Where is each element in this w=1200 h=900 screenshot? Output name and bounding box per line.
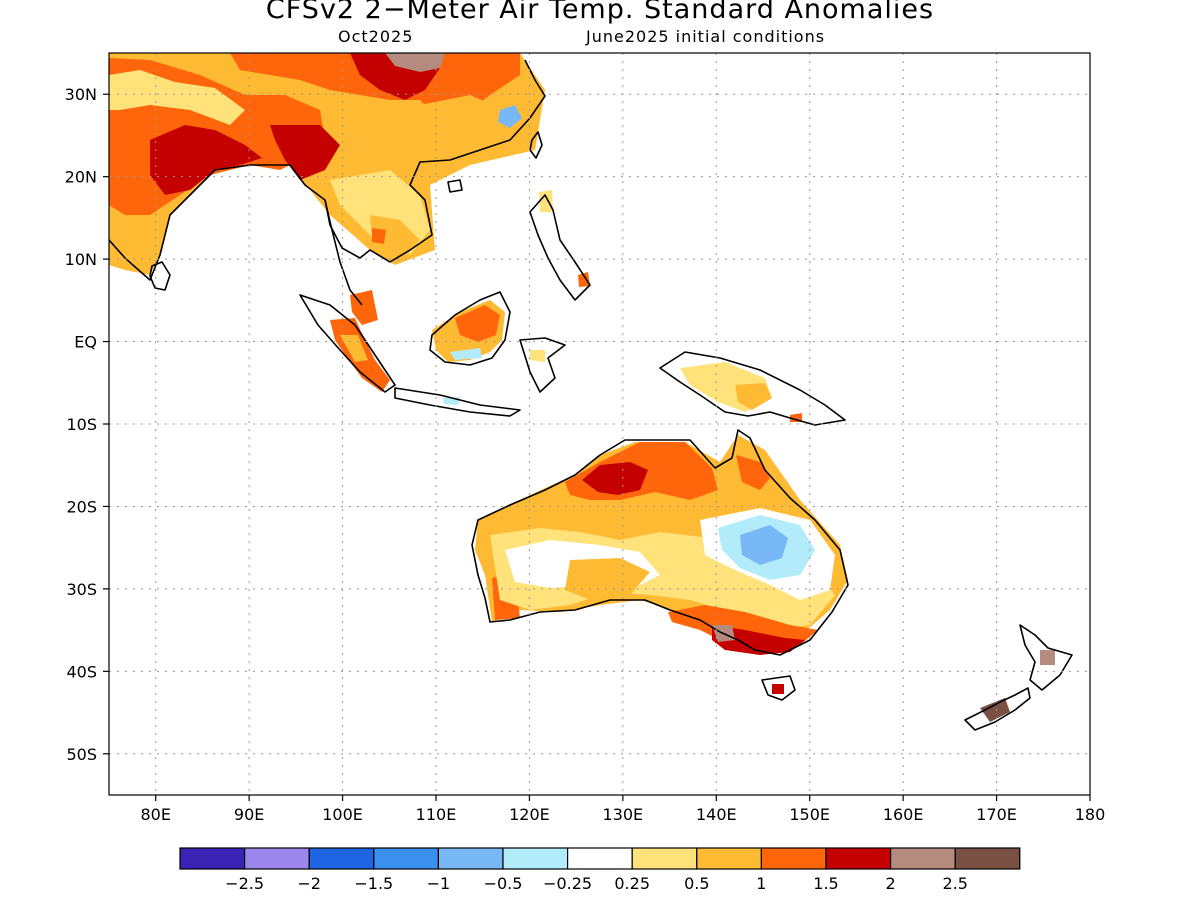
coast-new-guinea [659,351,846,426]
colorbar-swatch [437,847,504,870]
colorbar-label: 0.5 [684,874,709,893]
lon-tick-label: 120E [509,805,550,824]
borneo-anomaly [432,190,590,362]
colorbar-label: −2.5 [225,874,264,893]
lat-tick-label: 20N [65,168,97,187]
indochina-anomaly [330,170,430,258]
lon-tick-label: 150E [789,805,830,824]
coast-sri-lanka [149,261,171,291]
axes: 80E 90E 100E 110E 120E 130E 140E 150E 160E 170E 18… [65,85,1106,824]
colorbar-label: −1.5 [354,874,393,893]
coastlines [109,59,1073,731]
colorbar-swatch [566,847,633,870]
colorbar-label: 2.5 [942,874,967,893]
colorbar-swatch [631,847,698,870]
valid-month-label: Oct2025 [338,27,414,46]
colorbar-swatch [889,847,956,870]
colorbar-label: −2 [297,874,321,893]
coast-java [394,387,521,417]
lon-tick-label: 110E [416,805,457,824]
coast-nz-south [964,687,1031,731]
colorbar-swatch [760,847,827,870]
lon-tick-label: 100E [322,805,363,824]
colorbar-swatch [179,847,246,870]
lon-tick-label: 90E [234,805,264,824]
coast-tasmania [761,675,796,701]
lat-tick-label: 30S [66,580,97,599]
lat-tick-label: 40S [66,662,97,681]
coast-nz-north [1019,624,1073,691]
lat-tick-label: 20S [66,497,97,516]
lat-tick-label: 50S [66,745,97,764]
init-conditions-label: June2025 initial conditions [586,27,826,46]
colorbar-swatch [308,847,375,870]
lon-tick-label: 130E [603,805,644,824]
lat-tick-label: 10S [66,415,97,434]
australia-east-cool-anomaly [718,515,815,580]
lon-tick-label: 140E [696,805,737,824]
gridlines [109,53,1090,795]
lon-tick-label: 180 [1075,805,1106,824]
colorbar-label: −0.25 [543,874,592,893]
lon-tick-label: 80E [140,805,170,824]
coast-asia-mainland [109,59,546,281]
coast-taiwan [529,131,543,159]
lat-tick-label: 30N [65,85,97,104]
sumatra-anomaly [330,290,390,392]
colorbar-swatch [954,847,1021,870]
colorbar-label: 1.5 [813,874,838,893]
colorbar-swatch [825,847,892,870]
coast-sumatra [299,294,396,393]
china-anomaly [230,53,522,180]
coast-sulawesi [519,337,566,393]
colorbar-label: 1 [756,874,766,893]
colorbar-label: 2 [886,874,896,893]
colorbar: −2.5 −2 −1.5 −1 −0.5 −0.25 0.25 0.5 1 1.5 2 2.5 [179,847,1021,893]
new-guinea-anomaly [443,362,802,422]
coast-malay-peninsula [324,199,363,306]
coast-australia [471,429,849,656]
colorbar-label: −0.5 [484,874,523,893]
lat-tick-label: EQ [74,333,97,352]
new-zealand-anomaly [980,650,1055,722]
coast-hainan [447,179,463,193]
coast-borneo [429,291,511,366]
anomaly-shading [109,53,1055,722]
lat-tick-label: 10N [65,250,97,269]
colorbar-swatch [696,847,762,870]
colorbar-label: 0.25 [614,874,650,893]
colorbar-swatch [244,847,310,870]
colorbar-label: −1 [427,874,451,893]
colorbar-swatch [373,847,439,870]
chart-title: CFSv2 2−Meter Air Temp. Standard Anomali… [265,0,935,25]
coast-philippines [529,194,591,301]
lon-tick-label: 160E [883,805,924,824]
lon-tick-label: 170E [976,805,1017,824]
colorbar-swatch [502,847,569,870]
